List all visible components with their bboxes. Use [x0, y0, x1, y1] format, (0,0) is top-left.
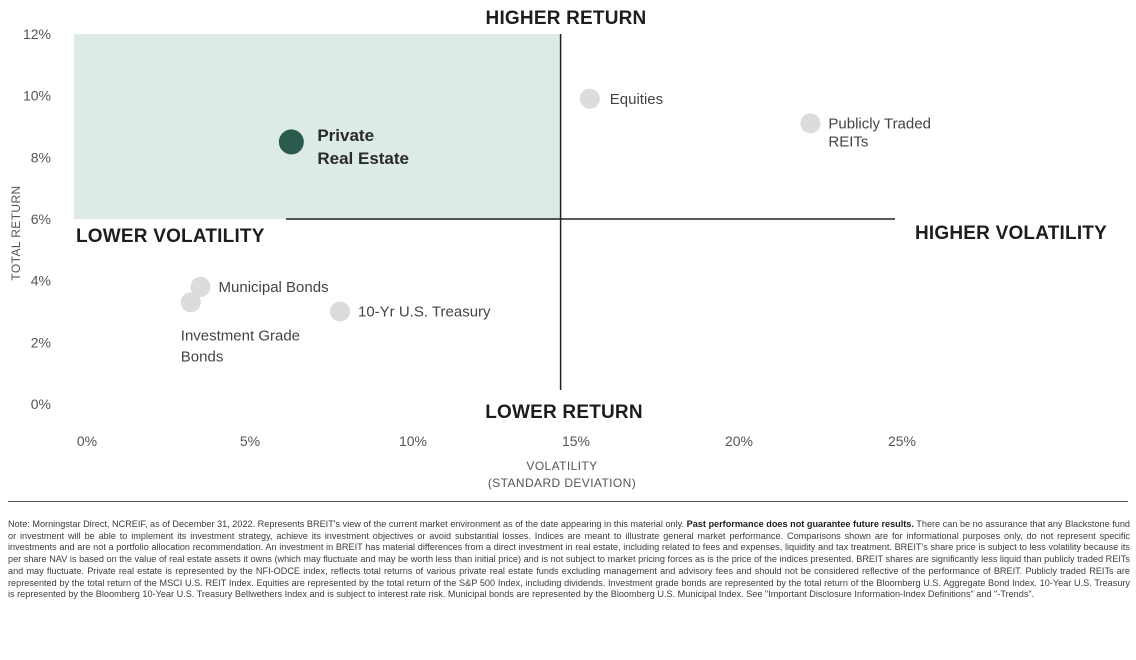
y-tick-label: 6% [31, 211, 51, 227]
y-tick-label: 8% [31, 149, 51, 165]
y-tick-labels: 0% 2% 4% 6% 8% 10% 12% [23, 26, 51, 412]
data-point-label: Bonds [181, 348, 224, 365]
footnote: Note: Morningstar Direct, NCREIF, as of … [8, 519, 1130, 601]
x-tick-label: 5% [240, 433, 260, 449]
footnote-text-end: There can be no assurance that any Black… [8, 519, 1131, 600]
quadrant-label-top: HIGHER RETURN [486, 8, 647, 29]
x-tick-label: 10% [399, 433, 427, 449]
footnote-bold-disclaimer: Past performance does not guarantee futu… [686, 519, 914, 529]
footnote-text-start: Note: Morningstar Direct, NCREIF, as of … [8, 519, 687, 529]
data-point-label: Real Estate [317, 149, 409, 168]
note-divider [8, 501, 1128, 502]
quadrant-label-left: LOWER VOLATILITY [76, 226, 265, 247]
y-tick-label: 0% [31, 396, 51, 412]
data-point-marker [330, 301, 351, 322]
y-tick-label: 2% [31, 334, 51, 350]
highlight-region [74, 34, 561, 219]
x-axis-title-line-2: (STANDARD DEVIATION) [488, 476, 636, 490]
chart: 0% 2% 4% 6% 8% 10% 12% 0% 5% 10% 15% 20% 25% HIGHER… [9, 8, 1107, 490]
data-point-marker [190, 276, 211, 297]
quadrant-label-bottom: LOWER RETURN [485, 402, 643, 423]
y-tick-label: 12% [23, 26, 51, 42]
x-tick-label: 25% [888, 433, 916, 449]
data-point-label: 10-Yr U.S. Treasury [358, 304, 491, 321]
x-tick-label: 15% [562, 433, 590, 449]
y-axis-title: TOTAL RETURN [9, 185, 23, 280]
data-point-label: Publicly Traded [828, 115, 931, 132]
data-point-label: Municipal Bonds [219, 279, 329, 296]
data-point-label: Equities [610, 91, 663, 108]
x-tick-label: 0% [77, 433, 97, 449]
quadrant-label-right: HIGHER VOLATILITY [915, 223, 1107, 244]
data-point-marker [579, 88, 600, 109]
data-point-label: REITs [828, 133, 868, 150]
x-tick-label: 20% [725, 433, 753, 449]
data-points: Private Real Estate Equities Publicly Trade… [180, 88, 931, 365]
data-point-marker [180, 292, 201, 313]
data-point-marker [800, 113, 821, 134]
data-point-label: Private [317, 126, 374, 145]
y-tick-label: 10% [23, 88, 51, 104]
x-tick-labels: 0% 5% 10% 15% 20% 25% [77, 433, 916, 449]
data-point-label: Investment Grade [181, 327, 300, 344]
data-point-marker [278, 129, 304, 155]
y-tick-label: 4% [31, 273, 51, 289]
x-axis-title-line-1: VOLATILITY [526, 459, 597, 473]
